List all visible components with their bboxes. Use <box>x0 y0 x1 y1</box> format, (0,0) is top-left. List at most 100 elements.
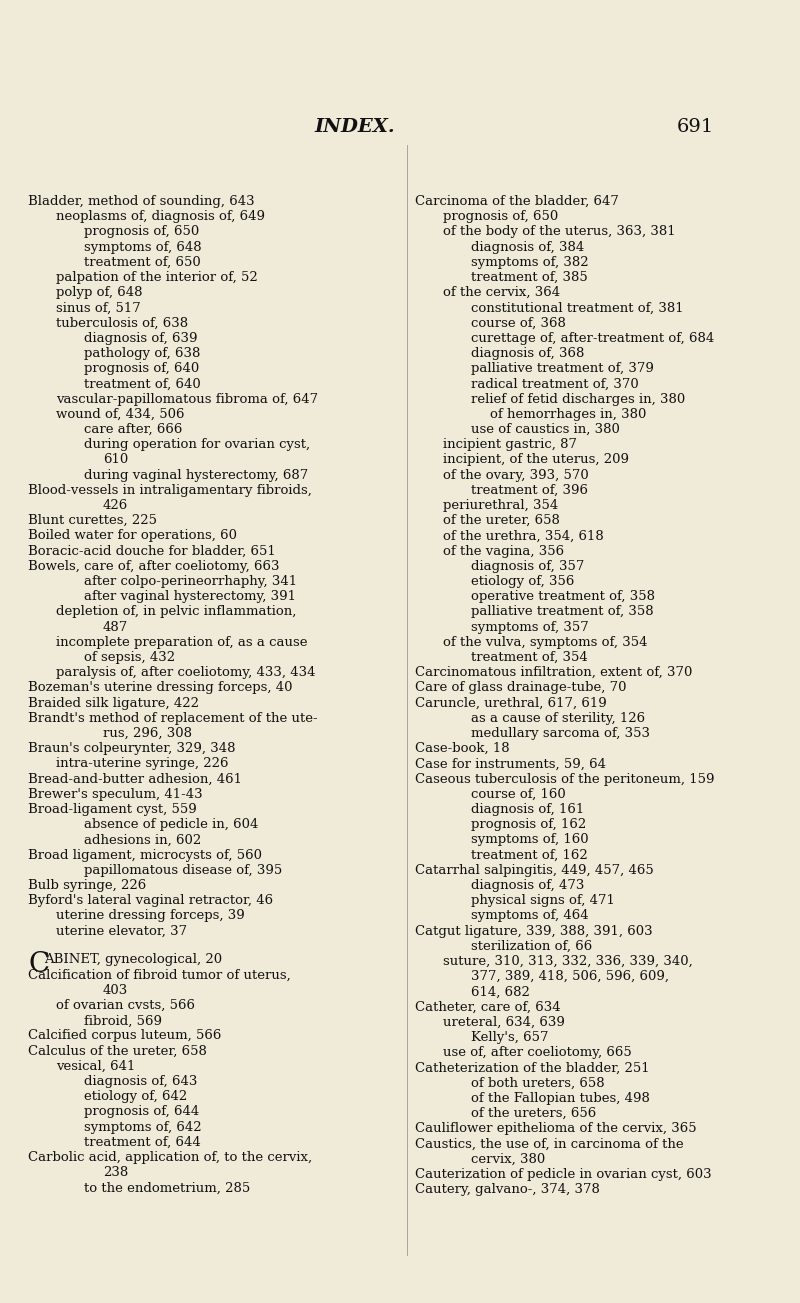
Text: Carcinomatous infiltration, extent of, 370: Carcinomatous infiltration, extent of, 3… <box>415 666 692 679</box>
Text: Bozeman's uterine dressing forceps, 40: Bozeman's uterine dressing forceps, 40 <box>28 681 293 694</box>
Text: Calcified corpus luteum, 566: Calcified corpus luteum, 566 <box>28 1029 222 1042</box>
Text: uterine dressing forceps, 39: uterine dressing forceps, 39 <box>56 909 245 923</box>
Text: polyp of, 648: polyp of, 648 <box>56 287 142 300</box>
Text: paralysis of, after coeliotomy, 433, 434: paralysis of, after coeliotomy, 433, 434 <box>56 666 315 679</box>
Text: etiology of, 642: etiology of, 642 <box>84 1091 187 1104</box>
Text: during vaginal hysterectomy, 687: during vaginal hysterectomy, 687 <box>84 469 308 482</box>
Text: of the vulva, symptoms of, 354: of the vulva, symptoms of, 354 <box>443 636 647 649</box>
Text: depletion of, in pelvic inflammation,: depletion of, in pelvic inflammation, <box>56 606 296 619</box>
Text: treatment of, 354: treatment of, 354 <box>471 652 588 665</box>
Text: symptoms of, 642: symptoms of, 642 <box>84 1121 202 1134</box>
Text: operative treatment of, 358: operative treatment of, 358 <box>471 590 655 603</box>
Text: 610: 610 <box>103 453 128 466</box>
Text: palpation of the interior of, 52: palpation of the interior of, 52 <box>56 271 258 284</box>
Text: symptoms of, 357: symptoms of, 357 <box>471 620 589 633</box>
Text: Caseous tuberculosis of the peritoneum, 159: Caseous tuberculosis of the peritoneum, … <box>415 773 714 786</box>
Text: tuberculosis of, 638: tuberculosis of, 638 <box>56 317 188 330</box>
Text: of the vagina, 356: of the vagina, 356 <box>443 545 564 558</box>
Text: diagnosis of, 643: diagnosis of, 643 <box>84 1075 198 1088</box>
Text: of hemorrhages in, 380: of hemorrhages in, 380 <box>490 408 646 421</box>
Text: prognosis of, 650: prognosis of, 650 <box>84 225 199 238</box>
Text: 691: 691 <box>676 119 714 136</box>
Text: Caustics, the use of, in carcinoma of the: Caustics, the use of, in carcinoma of th… <box>415 1138 684 1151</box>
Text: of the ureters, 656: of the ureters, 656 <box>471 1108 596 1121</box>
Text: neoplasms of, diagnosis of, 649: neoplasms of, diagnosis of, 649 <box>56 210 265 223</box>
Text: Case-book, 18: Case-book, 18 <box>415 743 510 756</box>
Text: diagnosis of, 357: diagnosis of, 357 <box>471 560 584 573</box>
Text: Calculus of the ureter, 658: Calculus of the ureter, 658 <box>28 1045 207 1058</box>
Text: incipient, of the uterus, 209: incipient, of the uterus, 209 <box>443 453 629 466</box>
Text: treatment of, 640: treatment of, 640 <box>84 378 201 391</box>
Text: Byford's lateral vaginal retractor, 46: Byford's lateral vaginal retractor, 46 <box>28 894 273 907</box>
Text: diagnosis of, 639: diagnosis of, 639 <box>84 332 198 345</box>
Text: symptoms of, 160: symptoms of, 160 <box>471 834 589 847</box>
Text: 426: 426 <box>103 499 128 512</box>
Text: ureteral, 634, 639: ureteral, 634, 639 <box>443 1016 565 1029</box>
Text: of the Fallopian tubes, 498: of the Fallopian tubes, 498 <box>471 1092 650 1105</box>
Text: diagnosis of, 368: diagnosis of, 368 <box>471 347 584 360</box>
Text: Caruncle, urethral, 617, 619: Caruncle, urethral, 617, 619 <box>415 697 606 710</box>
Text: pathology of, 638: pathology of, 638 <box>84 347 200 360</box>
Text: rus, 296, 308: rus, 296, 308 <box>103 727 192 740</box>
Text: INDEX.: INDEX. <box>314 119 395 136</box>
Text: medullary sarcoma of, 353: medullary sarcoma of, 353 <box>471 727 650 740</box>
Text: prognosis of, 162: prognosis of, 162 <box>471 818 586 831</box>
Text: care after, 666: care after, 666 <box>84 423 182 437</box>
Text: Bulb syringe, 226: Bulb syringe, 226 <box>28 880 146 893</box>
Text: incipient gastric, 87: incipient gastric, 87 <box>443 438 577 451</box>
Text: Brewer's speculum, 41-43: Brewer's speculum, 41-43 <box>28 788 202 801</box>
Text: etiology of, 356: etiology of, 356 <box>471 575 574 588</box>
Text: Case for instruments, 59, 64: Case for instruments, 59, 64 <box>415 757 606 770</box>
Text: treatment of, 162: treatment of, 162 <box>471 848 588 861</box>
Text: periurethral, 354: periurethral, 354 <box>443 499 558 512</box>
Text: relief of fetid discharges in, 380: relief of fetid discharges in, 380 <box>471 392 686 405</box>
Text: of ovarian cvsts, 566: of ovarian cvsts, 566 <box>56 999 195 1012</box>
Text: course of, 160: course of, 160 <box>471 788 566 801</box>
Text: Braided silk ligature, 422: Braided silk ligature, 422 <box>28 697 199 710</box>
Text: vesical, 641: vesical, 641 <box>56 1059 135 1072</box>
Text: Cauterization of pedicle in ovarian cyst, 603: Cauterization of pedicle in ovarian cyst… <box>415 1167 712 1181</box>
Text: treatment of, 385: treatment of, 385 <box>471 271 588 284</box>
Text: suture, 310, 313, 332, 336, 339, 340,: suture, 310, 313, 332, 336, 339, 340, <box>443 955 693 968</box>
Text: Catheterization of the bladder, 251: Catheterization of the bladder, 251 <box>415 1062 650 1075</box>
Text: C: C <box>28 951 49 979</box>
Text: prognosis of, 644: prognosis of, 644 <box>84 1105 199 1118</box>
Text: adhesions in, 602: adhesions in, 602 <box>84 834 202 847</box>
Text: Blunt curettes, 225: Blunt curettes, 225 <box>28 515 157 528</box>
Text: diagnosis of, 384: diagnosis of, 384 <box>471 241 584 254</box>
Text: Kelly's, 657: Kelly's, 657 <box>471 1031 549 1044</box>
Text: 377, 389, 418, 506, 596, 609,: 377, 389, 418, 506, 596, 609, <box>471 971 669 984</box>
Text: Broad-ligament cyst, 559: Broad-ligament cyst, 559 <box>28 803 197 816</box>
Text: of sepsis, 432: of sepsis, 432 <box>84 652 175 665</box>
Text: as a cause of sterility, 126: as a cause of sterility, 126 <box>471 711 645 724</box>
Text: intra-uterine syringe, 226: intra-uterine syringe, 226 <box>56 757 229 770</box>
Text: wound of, 434, 506: wound of, 434, 506 <box>56 408 185 421</box>
Text: cervix, 380: cervix, 380 <box>471 1153 546 1166</box>
Text: use of caustics in, 380: use of caustics in, 380 <box>471 423 620 437</box>
Text: of the cervix, 364: of the cervix, 364 <box>443 287 560 300</box>
Text: treatment of, 644: treatment of, 644 <box>84 1136 201 1149</box>
Text: papillomatous disease of, 395: papillomatous disease of, 395 <box>84 864 282 877</box>
Text: constitutional treatment of, 381: constitutional treatment of, 381 <box>471 301 684 314</box>
Text: Braun's colpeurynter, 329, 348: Braun's colpeurynter, 329, 348 <box>28 743 235 756</box>
Text: palliative treatment of, 358: palliative treatment of, 358 <box>471 606 654 619</box>
Text: radical treatment of, 370: radical treatment of, 370 <box>471 378 638 391</box>
Text: use of, after coeliotomy, 665: use of, after coeliotomy, 665 <box>443 1046 632 1059</box>
Text: 403: 403 <box>103 984 128 997</box>
Text: vascular-papillomatous fibroma of, 647: vascular-papillomatous fibroma of, 647 <box>56 392 318 405</box>
Text: symptoms of, 464: symptoms of, 464 <box>471 909 589 923</box>
Text: Care of glass drainage-tube, 70: Care of glass drainage-tube, 70 <box>415 681 626 694</box>
Text: uterine elevator, 37: uterine elevator, 37 <box>56 925 187 938</box>
Text: Boracic-acid douche for bladder, 651: Boracic-acid douche for bladder, 651 <box>28 545 276 558</box>
Text: treatment of, 650: treatment of, 650 <box>84 255 201 268</box>
Text: course of, 368: course of, 368 <box>471 317 566 330</box>
Text: Bladder, method of sounding, 643: Bladder, method of sounding, 643 <box>28 195 254 208</box>
Text: palliative treatment of, 379: palliative treatment of, 379 <box>471 362 654 375</box>
Text: 487: 487 <box>103 620 128 633</box>
Text: of the urethra, 354, 618: of the urethra, 354, 618 <box>443 529 604 542</box>
Text: Cautery, galvano-, 374, 378: Cautery, galvano-, 374, 378 <box>415 1183 600 1196</box>
Text: 238: 238 <box>103 1166 128 1179</box>
Text: prognosis of, 650: prognosis of, 650 <box>443 210 558 223</box>
Text: Catarrhal salpingitis, 449, 457, 465: Catarrhal salpingitis, 449, 457, 465 <box>415 864 654 877</box>
Text: Carcinoma of the bladder, 647: Carcinoma of the bladder, 647 <box>415 195 619 208</box>
